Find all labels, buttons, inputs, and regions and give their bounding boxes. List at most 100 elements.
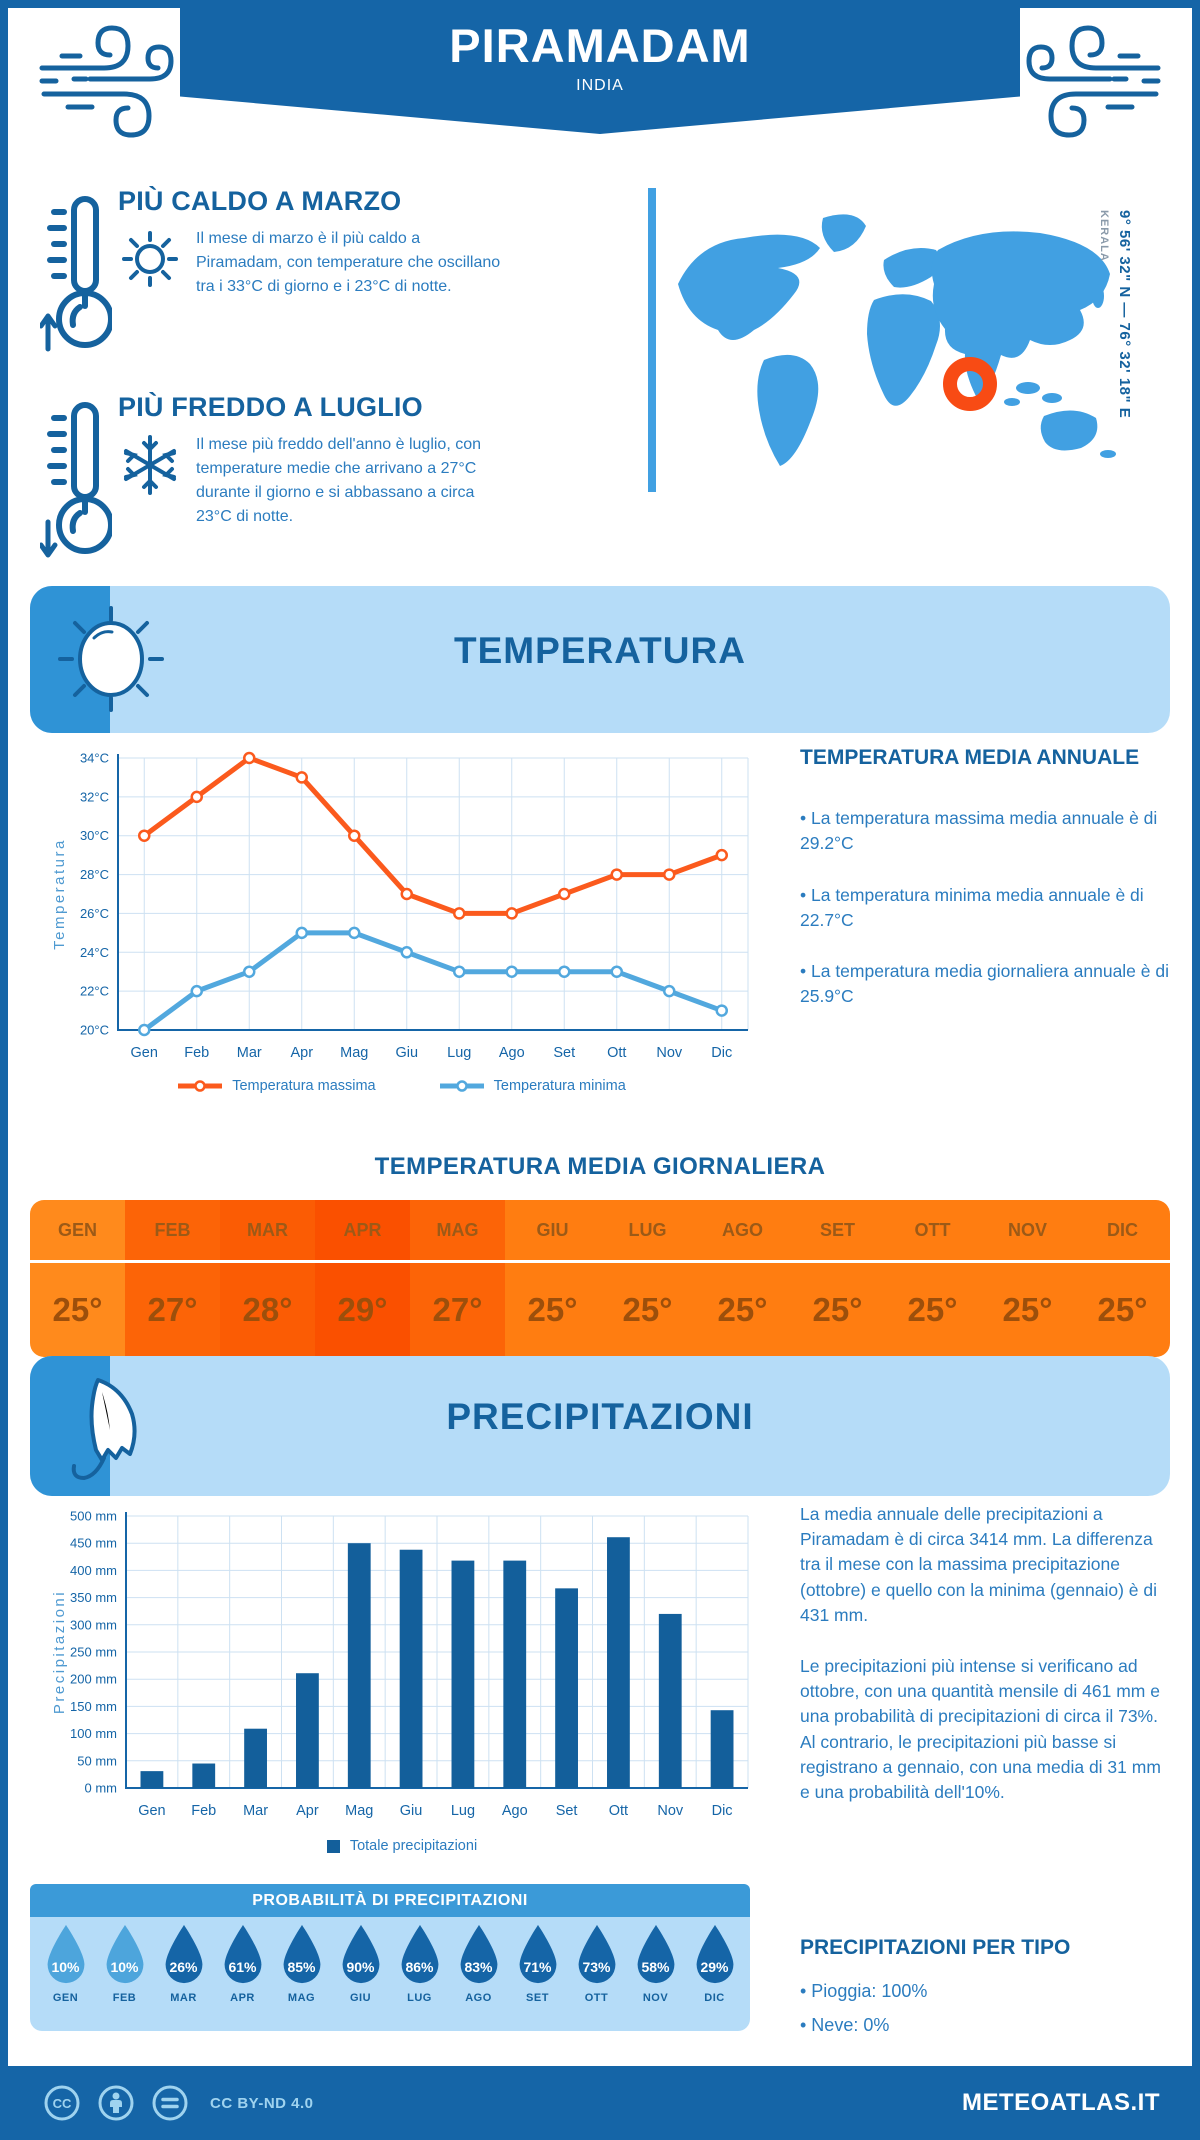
site-name: METEOATLAS.IT: [961, 2089, 1160, 2116]
precipitation-banner: PRECIPITAZIONI: [30, 1356, 1170, 1496]
table-column: APR 29°: [315, 1200, 410, 1357]
table-column: LUG 25°: [600, 1200, 695, 1357]
annual-bullet: • La temperatura massima media annuale è…: [800, 808, 1158, 853]
y-tick-label: 300 mm: [70, 1617, 117, 1632]
x-tick-label: Mar: [237, 1045, 262, 1061]
x-tick-label: Set: [556, 1803, 578, 1819]
probability-item: 90% GIU: [334, 1923, 388, 2031]
table-column: DIC 25°: [1075, 1200, 1170, 1357]
wind-icon: [39, 25, 174, 138]
chart-bar: [296, 1673, 319, 1788]
droplet-icon: [106, 1924, 143, 1984]
droplet-icon: [342, 1924, 379, 1984]
chart-point: [138, 829, 151, 842]
chart-bar: [503, 1560, 527, 1788]
license-label: CC BY-ND 4.0: [210, 2094, 314, 2112]
y-tick-label: 150 mm: [70, 1699, 117, 1714]
chart-point: [138, 1023, 151, 1037]
probability-month: NOV: [642, 1992, 669, 2004]
wind-icon: [1026, 25, 1161, 138]
droplet-icon: [47, 1924, 84, 1984]
table-column: FEB 27°: [125, 1200, 220, 1357]
table-month-header: MAG: [410, 1200, 505, 1263]
table-month-header: SET: [790, 1200, 885, 1263]
x-tick-label: Gen: [138, 1803, 165, 1819]
x-tick-label: Feb: [191, 1803, 216, 1819]
license-group: CC CC BY-ND 4.0: [42, 2083, 314, 2123]
table-temperature-value: 25°: [1002, 1291, 1053, 1328]
table-column: MAG 27°: [410, 1200, 505, 1357]
legend-label: Temperatura massima: [232, 1078, 376, 1094]
temperature-section-title: TEMPERATURA: [454, 630, 746, 671]
page-subtitle: INDIA: [576, 77, 624, 94]
precipitation-section-title: PRECIPITAZIONI: [446, 1396, 754, 1437]
chart-bar: [658, 1613, 682, 1788]
probability-month: DIC: [704, 1992, 725, 2004]
droplet-icon: [224, 1924, 261, 1984]
table-month-header: FEB: [125, 1200, 220, 1263]
sun-icon: [122, 231, 178, 287]
probability-value: 85%: [287, 1959, 316, 1975]
y-axis-label: Precipitazioni: [51, 1590, 68, 1714]
table-month-header: AGO: [695, 1200, 790, 1263]
precipitation-type-title: PRECIPITAZIONI PER TIPO: [800, 1936, 1071, 1959]
x-tick-label: Nov: [656, 1045, 683, 1061]
precipitation-type-panel: PRECIPITAZIONI PER TIPO • Pioggia: 100% •…: [800, 1936, 1172, 2042]
coldest-text: Il mese più freddo dell'anno è luglio, c…: [196, 436, 482, 525]
map-divider: [648, 188, 656, 492]
x-tick-label: Mag: [340, 1045, 368, 1061]
precipitation-type-list: • Pioggia: 100% • Neve: 0%: [800, 1974, 1172, 2042]
table-column: NOV 25°: [980, 1200, 1075, 1357]
annual-bullet-list: • La temperatura massima media annuale è…: [800, 806, 1175, 1009]
y-tick-label: 24°C: [80, 945, 109, 960]
probability-item: 26% MAR: [157, 1923, 211, 2031]
table-column: OTT 25°: [885, 1200, 980, 1357]
chart-point: [663, 868, 676, 881]
chart-point: [453, 907, 466, 920]
annual-title: TEMPERATURA MEDIA ANNUALE: [800, 746, 1140, 769]
sun-banner-icon: [58, 606, 164, 712]
chart-point: [453, 965, 466, 978]
y-tick-label: 100 mm: [70, 1726, 117, 1741]
probability-header: PROBABILITÀ DI PRECIPITAZIONI: [30, 1884, 750, 1917]
chart-point: [715, 1004, 728, 1017]
probability-item: 10% GEN: [39, 1923, 93, 2031]
y-tick-label: 200 mm: [70, 1672, 117, 1687]
coldest-title: PIÙ FREDDO A LUGLIO: [118, 392, 423, 422]
droplet-icon: [165, 1924, 202, 1984]
chart-point: [295, 771, 308, 784]
map-coordinates: 9° 56' 32" N — 76° 32' 18" E KERALA: [1098, 210, 1133, 510]
region-text: KERALA: [1098, 210, 1110, 262]
precipitation-chart-legend: Totale precipitazioni: [42, 1838, 762, 1854]
x-tick-label: Apr: [290, 1045, 313, 1061]
coordinates-text: 9° 56' 32" N — 76° 32' 18" E: [1116, 210, 1133, 419]
thermometer-down-icon: [40, 402, 112, 558]
y-tick-label: 250 mm: [70, 1645, 117, 1660]
legend-square-swatch: [326, 1839, 340, 1853]
probability-item: 10% FEB: [98, 1923, 152, 2031]
legend-label: Temperatura minima: [493, 1078, 626, 1094]
x-tick-label: Lug: [447, 1045, 471, 1061]
probability-month: MAG: [287, 1992, 316, 2004]
probability-value: 71%: [523, 1959, 552, 1975]
table-month-header: GEN: [30, 1200, 125, 1263]
probability-month: OTT: [584, 1992, 609, 2004]
droplet-icon: [696, 1924, 733, 1984]
table-month-header: NOV: [980, 1200, 1075, 1263]
x-tick-label: Ago: [502, 1803, 528, 1819]
chart-bar: [555, 1588, 578, 1788]
chart-bar: [347, 1543, 371, 1788]
highlight-hottest: PIÙ CALDO A MARZO Il mese di marzo è il …: [40, 186, 640, 352]
snowflake-icon: [124, 435, 176, 495]
y-tick-label: 22°C: [80, 984, 109, 999]
table-temperature-value: 25°: [812, 1291, 863, 1328]
x-tick-label: Dic: [711, 1045, 732, 1061]
y-tick-label: 30°C: [80, 828, 109, 843]
page-title: PIRAMADAM: [449, 19, 751, 72]
probability-item: 73% OTT: [570, 1923, 624, 2031]
x-tick-label: Dic: [712, 1803, 733, 1819]
precipitation-type-bullet: • Pioggia: 100%: [800, 1981, 928, 2001]
y-tick-label: 20°C: [80, 1023, 109, 1038]
droplet-icon: [283, 1924, 320, 1984]
table-column: AGO 25°: [695, 1200, 790, 1357]
